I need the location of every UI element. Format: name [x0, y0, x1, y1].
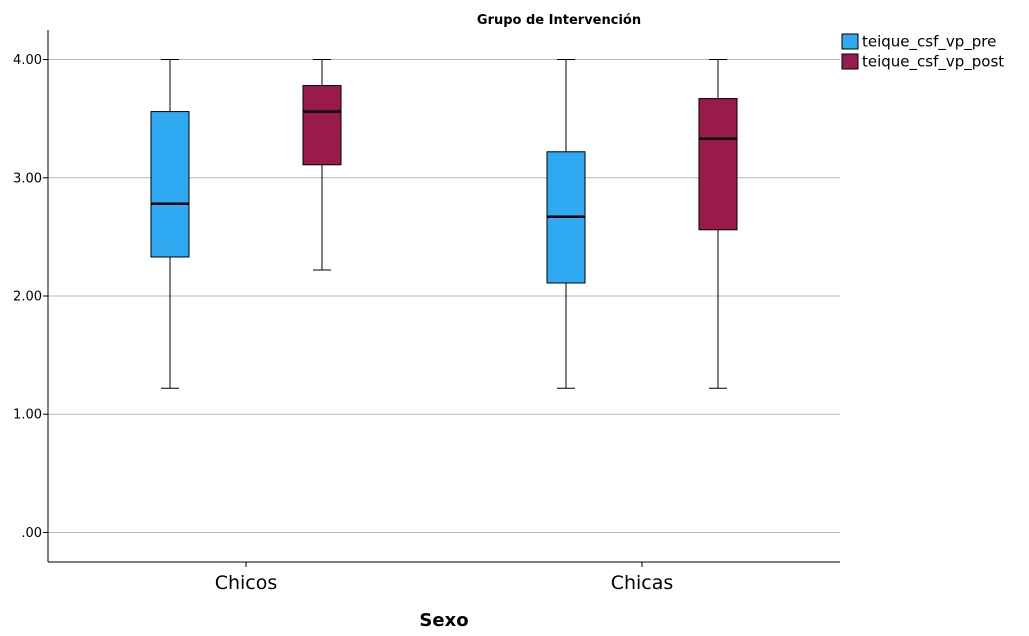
y-tick-label: .00 [21, 526, 42, 541]
axes: .00 1.00 2.00 3.00 4.00 Chicos Chicas [13, 30, 840, 594]
iqr-box [302, 85, 342, 166]
iqr-box [150, 111, 190, 258]
y-tick-label: 4.00 [13, 53, 42, 68]
legend-swatch [841, 33, 859, 50]
x-axis-title: Sexo [419, 610, 468, 631]
iqr-box [698, 98, 738, 231]
y-tick-label: 1.00 [13, 408, 42, 423]
box-teique_csf_vp_post-Chicas [698, 59, 738, 389]
y-tick-label: 2.00 [13, 290, 42, 305]
box-teique_csf_vp_pre-Chicos [150, 59, 190, 389]
box-teique_csf_vp_post-Chicos [302, 59, 342, 271]
legend-label: teique_csf_vp_post [862, 53, 1004, 72]
x-tick-label: Chicas [611, 572, 674, 594]
box-teique_csf_vp_pre-Chicas [546, 59, 586, 389]
chart-title: Grupo de Intervención [477, 13, 641, 28]
boxes [150, 59, 738, 389]
legend-swatch [841, 53, 859, 70]
legend-label: teique_csf_vp_pre [862, 33, 996, 52]
y-tick-label: 3.00 [13, 171, 42, 186]
x-tick-label: Chicos [215, 572, 278, 594]
